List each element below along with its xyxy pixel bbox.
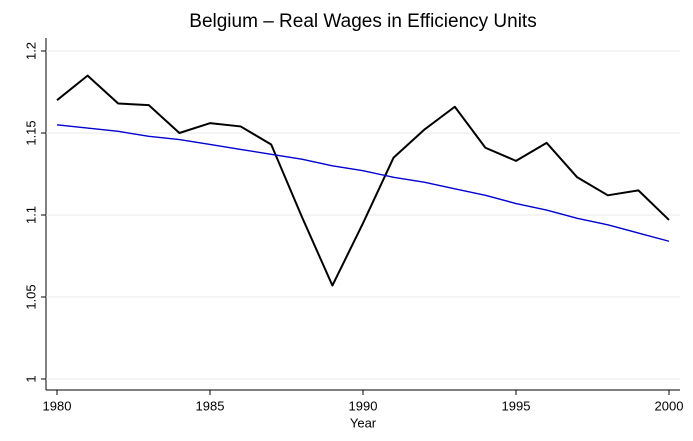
- data-line: [56, 124, 670, 242]
- x-tick-label: 1980: [43, 398, 72, 413]
- chart-title: Belgium – Real Wages in Efficiency Units: [189, 11, 536, 32]
- y-tick-label: 1.05: [23, 284, 38, 309]
- x-tick-label: 2000: [655, 398, 684, 413]
- y-tick-label: 1.2: [23, 42, 38, 60]
- y-tick-label: 1.1: [23, 206, 38, 224]
- y-tick-label: 1: [23, 375, 38, 382]
- x-axis-label: Year: [350, 415, 377, 430]
- y-tick-label: 1.15: [23, 120, 38, 145]
- x-tick-label: 1990: [349, 398, 378, 413]
- x-tick-label: 1985: [196, 398, 225, 413]
- data-line: [56, 74, 670, 287]
- x-tick-label: 1995: [502, 398, 531, 413]
